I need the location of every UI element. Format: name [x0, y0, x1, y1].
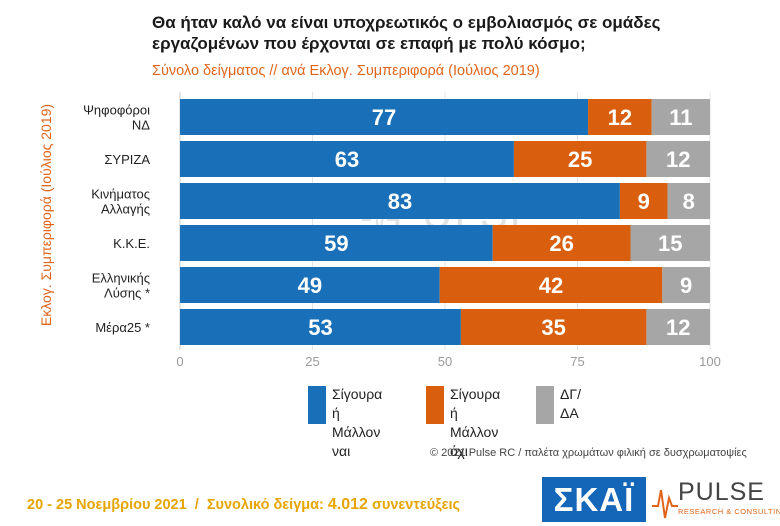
bar-segment [180, 183, 620, 219]
copyright-note: © 2021 Pulse RC / παλέτα χρωμάτων φιλική… [430, 447, 747, 459]
bar-segment [180, 141, 514, 177]
legend: Σίγουρα ή Μάλλον ναι Σίγουρα ή Μάλλον όχι… [308, 384, 628, 459]
pulse-logo-sub: RESEARCH & CONSULTING [678, 507, 780, 516]
category-label: Μέρα25 * [95, 320, 150, 335]
footer-separator: / [194, 497, 199, 513]
bar-segment [180, 309, 461, 345]
category-label: Λύσης * [104, 286, 150, 301]
legend-swatch [308, 386, 326, 424]
bar-segment [492, 225, 631, 261]
data-label: 77 [372, 105, 396, 130]
category-label: ΝΔ [132, 118, 150, 133]
data-label: 53 [308, 315, 332, 340]
skai-logo: ΣΚΑΪ [542, 477, 646, 522]
data-label: 25 [568, 147, 592, 172]
category-label: Αλλαγής [101, 202, 150, 217]
bar-segment [180, 99, 589, 135]
category-label: Ελληνικής [92, 271, 150, 286]
data-label: 59 [324, 231, 348, 256]
bar-segment [180, 267, 440, 303]
category-label: Κ.Κ.Ε. [113, 236, 150, 251]
bar-segment [588, 99, 652, 135]
data-label: 49 [298, 273, 322, 298]
sample-unit: συνεντεύξεις [371, 497, 461, 513]
data-label: 35 [541, 315, 565, 340]
data-label: 12 [608, 105, 632, 130]
bar-segment [630, 225, 710, 261]
x-tick-label: 75 [570, 354, 584, 369]
sample-value: 4.012 [327, 496, 368, 513]
bar-segment [460, 309, 647, 345]
data-label: 63 [335, 147, 359, 172]
category-label: Ψηφοφόροι [83, 103, 150, 118]
data-label: 12 [666, 315, 690, 340]
chart-title: Θα ήταν καλό να είναι υποχρεωτικός ο εμβ… [152, 13, 661, 53]
data-label: 11 [669, 105, 692, 130]
survey-dates: 20 - 25 Νοεμβρίου 2021 [27, 497, 187, 513]
legend-swatch [426, 386, 444, 424]
x-tick-label: 25 [305, 354, 319, 369]
category-label: ΣΥΡΙΖΑ [104, 152, 150, 167]
bar-segment [646, 141, 710, 177]
x-tick-label: 0 [176, 354, 183, 369]
bar-segment [646, 309, 710, 345]
data-label: 9 [638, 189, 650, 214]
bar-segment [619, 183, 668, 219]
bar-segment [667, 183, 710, 219]
legend-label: Σίγουρα ή Μάλλον όχι [450, 386, 501, 459]
bar-segment [439, 267, 663, 303]
category-label: Κινήματος [91, 187, 150, 202]
data-label: 12 [666, 147, 690, 172]
pulse-logo: PULSE RESEARCH & CONSULTING [652, 478, 780, 523]
bar-segment [180, 225, 493, 261]
data-label: 8 [683, 189, 695, 214]
bar-segment [651, 99, 710, 135]
data-label: 15 [658, 231, 682, 256]
bar-segment [513, 141, 647, 177]
bar-segment [662, 267, 710, 303]
data-label: 83 [388, 189, 412, 214]
data-label: 42 [539, 273, 563, 298]
chart-subtitle: Σύνολο δείγματος // ανά Εκλογ. Συμπεριφο… [152, 63, 540, 79]
data-label: 9 [680, 273, 692, 298]
data-label: 26 [549, 231, 573, 256]
legend-swatch [536, 386, 554, 424]
x-tick-label: 100 [699, 354, 721, 369]
survey-footer: 20 - 25 Νοεμβρίου 2021 / Συνολικό δείγμα… [27, 496, 460, 514]
pulse-wave-icon [652, 489, 678, 519]
x-tick-label: 50 [438, 354, 452, 369]
legend-label: ΔΓ/ ΔΑ [560, 386, 581, 421]
legend-label: Σίγουρα ή Μάλλον ναι [332, 386, 383, 459]
pulse-logo-word: PULSE [678, 478, 765, 506]
sample-label: Συνολικό δείγμα: [206, 497, 324, 513]
